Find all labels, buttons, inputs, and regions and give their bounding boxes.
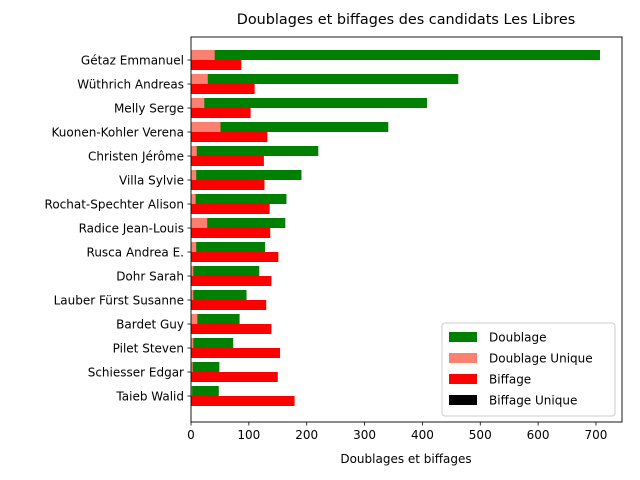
y-tick-label-4: Christen Jérôme [88,149,184,163]
legend-label-1: Doublage Unique [489,352,593,366]
bar-doublage-14 [191,386,219,396]
legend-label-2: Biffage [489,373,531,387]
bar-biffage-6 [191,204,270,214]
bar-doublage-unique-12 [191,338,194,348]
x-tick-label-4: 400 [411,428,434,442]
x-tick-label-3: 300 [353,428,376,442]
bar-doublage-unique-7 [191,218,208,228]
y-tick-label-3: Kuonen-Kohler Verena [52,125,185,139]
bar-doublage-7 [191,218,286,228]
chart-title: Doublages et biffages des candidats Les … [237,12,576,28]
x-axis-ticks: 0 100 200 300 400 500 600 700 [187,422,607,442]
bar-doublage-6 [191,194,287,204]
bar-biffage-2 [191,108,251,118]
bar-doublage-11 [191,314,240,324]
y-axis-ticks: Gétaz Emmanuel Wüthrich Andreas Melly Serg… [45,53,191,403]
x-tick-label-0: 0 [187,428,195,442]
bar-biffage-0 [191,60,242,70]
bar-biffage-8 [191,252,279,262]
axes-frame [190,36,623,423]
bar-doublage-5 [191,170,302,180]
y-tick-label-6: Rochat-Spechter Alison [45,197,184,211]
bar-biffage-7 [191,228,271,238]
bar-biffage-3 [191,132,268,142]
y-tick-label-2: Melly Serge [114,101,184,115]
bar-doublage-unique-14 [191,386,193,396]
y-tick-label-9: Dohr Sarah [116,269,184,283]
bar-biffage-4 [191,156,264,166]
bar-doublage-unique-13 [191,362,193,372]
bar-doublage-unique-9 [191,266,194,276]
bar-biffage-10 [191,300,267,310]
legend-swatch-1 [449,353,477,363]
y-tick-label-5: Villa Sylvie [119,173,184,187]
x-axis-label: Doublages et biffages [340,452,471,466]
bars-group [191,50,601,406]
x-tick-label-5: 500 [469,428,492,442]
y-tick-label-14: Taieb Walid [115,389,184,403]
x-tick-label-1: 100 [237,428,260,442]
y-tick-label-8: Rusca Andrea E. [87,245,184,259]
bar-doublage-unique-0 [191,50,215,60]
bar-doublage-1 [191,74,459,84]
y-tick-label-1: Wüthrich Andreas [77,77,184,91]
bar-biffage-9 [191,276,272,286]
legend-swatch-3 [449,395,477,405]
bar-doublage-unique-4 [191,146,197,156]
bar-doublage-unique-1 [191,74,208,84]
bar-doublage-unique-11 [191,314,198,324]
legend: Doublage Doublage Unique Biffage Biffage Un… [441,322,616,417]
bar-biffage-13 [191,372,278,382]
bar-biffage-11 [191,324,272,334]
bar-biffage-1 [191,84,255,94]
y-tick-label-13: Schiesser Edgar [88,365,184,379]
x-tick-label-2: 200 [295,428,318,442]
y-tick-label-7: Radice Jean-Louis [79,221,184,235]
bar-doublage-unique-3 [191,122,221,132]
bar-doublage-13 [191,362,220,372]
bar-doublage-unique-5 [191,170,197,180]
bar-doublage-2 [191,98,428,108]
bar-biffage-14 [191,396,295,406]
legend-label-0: Doublage [489,331,547,345]
y-tick-label-11: Bardet Guy [116,317,184,331]
x-tick-label-6: 600 [527,428,550,442]
bar-doublage-3 [191,122,389,132]
bar-biffage-5 [191,180,265,190]
y-tick-label-0: Gétaz Emmanuel [81,53,184,67]
legend-swatch-2 [449,374,477,384]
bar-doublage-8 [191,242,266,252]
legend-box [441,322,616,417]
bar-doublage-9 [191,266,260,276]
bar-doublage-unique-6 [191,194,196,204]
bar-doublage-4 [191,146,319,156]
bar-doublage-unique-10 [191,290,194,300]
bar-doublage-10 [191,290,247,300]
bar-doublage-0 [191,50,601,60]
bar-doublage-12 [191,338,234,348]
bar-doublage-unique-8 [191,242,197,252]
legend-label-3: Biffage Unique [489,394,577,408]
y-tick-label-12: Pilet Steven [113,341,184,355]
bar-biffage-12 [191,348,281,358]
legend-swatch-0 [449,332,477,342]
y-tick-label-10: Lauber Fürst Susanne [54,293,184,307]
bar-doublage-unique-2 [191,98,205,108]
x-tick-label-7: 700 [585,428,608,442]
